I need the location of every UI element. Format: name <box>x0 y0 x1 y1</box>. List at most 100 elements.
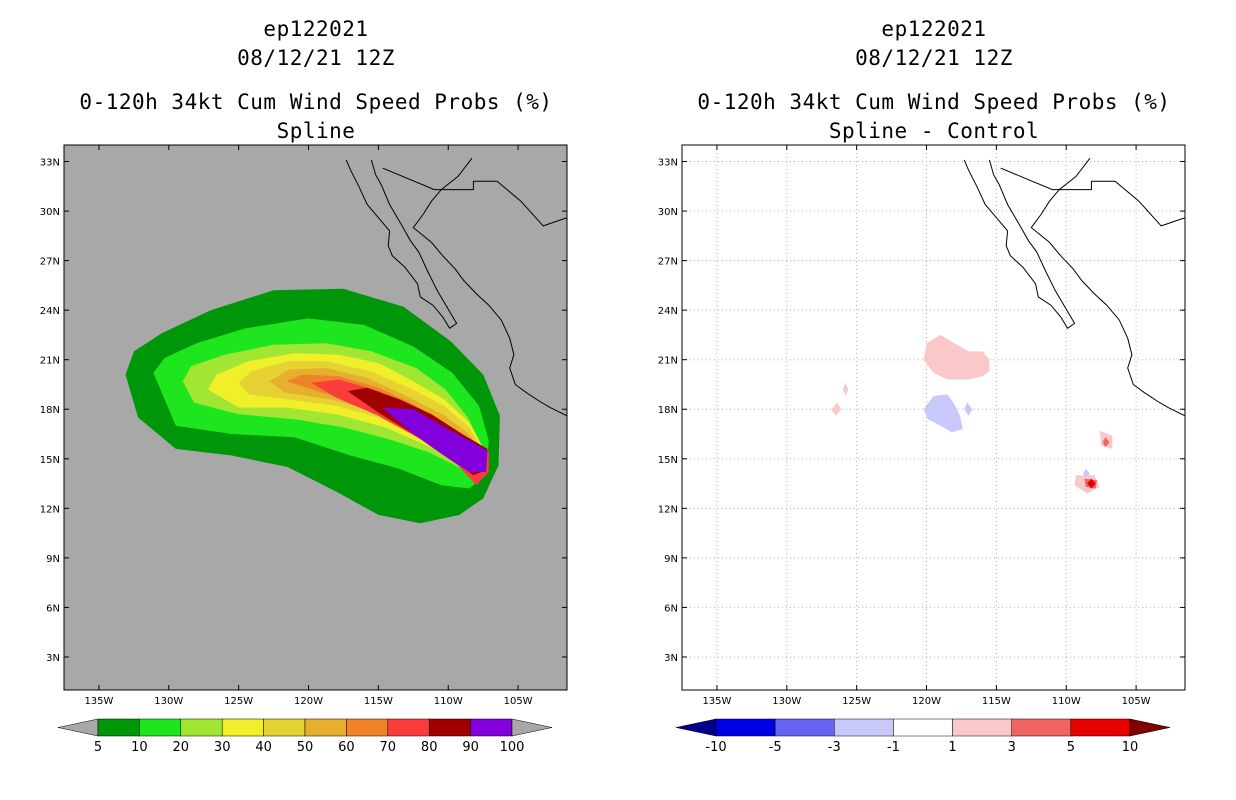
right-storm-id: ep122021 <box>881 17 987 41</box>
colorbar-label: -5 <box>769 740 782 755</box>
x-tick-label: 115W <box>364 696 393 707</box>
right-date: 08/12/21 12Z <box>855 46 1013 70</box>
y-tick-label: 24N <box>40 306 60 317</box>
difference-feature-negative-1 <box>923 394 963 433</box>
colorbar-label: 70 <box>380 740 397 755</box>
y-tick-label: 33N <box>40 158 60 169</box>
x-tick-label: 120W <box>294 696 323 707</box>
left-product: 0-120h 34kt Cum Wind Speed Probs (%) <box>79 90 553 114</box>
colorbar-high-arrow <box>511 718 553 737</box>
colorbar-box <box>139 718 182 737</box>
colorbar-label: 5 <box>1067 740 1075 755</box>
colorbar-label: -3 <box>828 740 841 755</box>
colorbar-box <box>97 718 140 737</box>
colorbar-label: 40 <box>255 740 272 755</box>
x-tick-label: 125W <box>224 696 253 707</box>
us-mexico-border <box>382 167 567 227</box>
x-tick-label: 125W <box>842 696 871 707</box>
difference-feature-positive-6 <box>1102 437 1110 448</box>
colorbar-box <box>774 718 835 737</box>
y-tick-label: 12N <box>40 504 60 515</box>
colorbar-box <box>180 718 223 737</box>
x-tick-label: 135W <box>84 696 113 707</box>
difference-feature-positive-0 <box>923 334 990 380</box>
difference-feature-positive-3 <box>831 402 842 416</box>
colorbar-label: 100 <box>500 740 525 755</box>
difference-feature-positive-5 <box>1099 430 1113 449</box>
us-mexico-border <box>1000 167 1185 227</box>
difference-feature-positive-4 <box>842 382 849 396</box>
x-tick-label: 105W <box>1122 696 1151 707</box>
x-tick-label: 130W <box>772 696 801 707</box>
contour-5-percent <box>125 288 500 524</box>
colorbar-box <box>263 718 306 737</box>
y-tick-label: 27N <box>658 257 678 268</box>
colorbar-box <box>1070 718 1131 737</box>
contour-90-percent <box>382 407 488 472</box>
colorbar-label: 10 <box>1122 740 1139 755</box>
x-tick-label: 135W <box>702 696 731 707</box>
x-tick-label: 120W <box>912 696 941 707</box>
difference-feature-negative-10 <box>1083 468 1090 477</box>
colorbar-box <box>346 718 389 737</box>
difference-feature-positive-9 <box>1087 478 1096 489</box>
x-tick-label: 115W <box>982 696 1011 707</box>
colorbar-box <box>304 718 347 737</box>
y-tick-label: 3N <box>46 653 60 664</box>
right-panel-title: ep122021 08/12/21 12Z 0-120h 34kt Cum Wi… <box>674 15 1194 146</box>
x-tick-label: 110W <box>434 696 463 707</box>
y-tick-label: 6N <box>46 603 60 614</box>
y-tick-label: 6N <box>664 603 678 614</box>
right-subtitle: Spline - Control <box>828 119 1040 143</box>
contour-30-percent <box>207 353 486 471</box>
colorbar-label: 50 <box>297 740 314 755</box>
colorbar-box <box>428 718 471 737</box>
left-panel-title: ep122021 08/12/21 12Z 0-120h 34kt Cum Wi… <box>56 15 576 146</box>
y-tick-label: 9N <box>664 554 678 565</box>
colorbar-low-arrow <box>57 718 99 737</box>
colorbar-label: 10 <box>131 740 148 755</box>
colorbar-box <box>834 718 894 737</box>
y-tick-label: 3N <box>664 653 678 664</box>
y-tick-label: 33N <box>658 158 678 169</box>
left-storm-id: ep122021 <box>263 17 369 41</box>
difference-feature-positive-7 <box>1074 475 1100 494</box>
map-frame <box>681 144 1186 691</box>
colorbar-high-arrow <box>1129 718 1171 737</box>
colorbar-box <box>893 718 953 737</box>
y-tick-label: 9N <box>46 554 60 565</box>
colorbar-label: 1 <box>948 740 956 755</box>
contour-50-percent <box>269 368 486 474</box>
y-tick-label: 21N <box>40 356 60 367</box>
map-background <box>682 145 1185 690</box>
colorbar-box <box>470 718 513 737</box>
contour-60-percent <box>286 374 488 476</box>
y-tick-label: 12N <box>658 504 678 515</box>
y-tick-label: 30N <box>658 207 678 218</box>
y-tick-label: 21N <box>658 356 678 367</box>
map-frame <box>63 144 568 691</box>
x-tick-label: 110W <box>1052 696 1081 707</box>
difference-feature-negative-2 <box>964 402 973 416</box>
colorbar-box <box>952 718 1012 737</box>
colorbar-label: 90 <box>462 740 479 755</box>
colorbar-label: 20 <box>173 740 190 755</box>
left-subtitle: Spline <box>276 119 356 143</box>
y-tick-label: 24N <box>658 306 678 317</box>
colorbar-label: 5 <box>94 740 102 755</box>
contour-10-percent <box>153 318 489 489</box>
colorbar-label: -10 <box>705 740 726 755</box>
contour-80-percent <box>347 387 488 476</box>
y-tick-label: 15N <box>40 455 60 466</box>
baja-coastline <box>345 159 458 330</box>
colorbar-label: -1 <box>887 740 900 755</box>
left-date: 08/12/21 12Z <box>237 46 395 70</box>
colorbar-box <box>221 718 264 737</box>
x-tick-label: 130W <box>154 696 183 707</box>
colorbar-label: 30 <box>214 740 231 755</box>
mainland-coastline <box>1030 157 1185 417</box>
baja-coastline <box>963 159 1076 330</box>
right-product: 0-120h 34kt Cum Wind Speed Probs (%) <box>697 90 1171 114</box>
colorbar-box <box>387 718 430 737</box>
contour-70-percent <box>311 379 489 486</box>
